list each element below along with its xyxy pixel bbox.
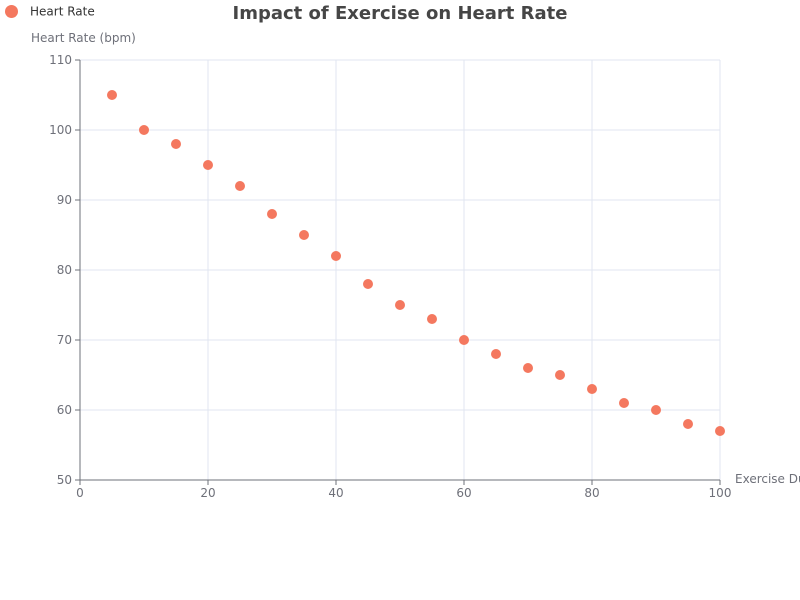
x-tick-label: 20 [200,486,215,500]
y-axis-label: Heart Rate (bpm) [31,31,136,45]
legend-marker-icon [5,5,18,18]
legend[interactable]: Heart Rate [5,5,95,19]
data-point[interactable] [555,370,565,380]
data-point[interactable] [651,405,661,415]
data-point[interactable] [459,335,469,345]
grid [80,59,721,480]
x-axis-label: Exercise Duration (minutes) [735,472,800,486]
y-tick-label: 50 [57,473,72,487]
data-point[interactable] [299,230,309,240]
data-point[interactable] [587,384,597,394]
data-point[interactable] [683,419,693,429]
y-tick-label: 60 [57,403,72,417]
data-point[interactable] [427,314,437,324]
data-point[interactable] [491,349,501,359]
data-point[interactable] [395,300,405,310]
y-tick-label: 100 [49,123,72,137]
data-point[interactable] [715,426,725,436]
data-point[interactable] [235,181,245,191]
y-tick-label: 110 [49,53,72,67]
legend-label: Heart Rate [30,5,95,19]
data-point[interactable] [331,251,341,261]
x-tick-label: 60 [456,486,471,500]
tick-labels: 50 60 70 80 90 100 110 0 20 40 60 80 100 [49,53,731,500]
data-points [107,90,725,436]
y-tick-label: 80 [57,263,72,277]
data-point[interactable] [107,90,117,100]
data-point[interactable] [523,363,533,373]
data-point[interactable] [203,160,213,170]
x-tick-label: 80 [584,486,599,500]
x-tick-label: 40 [328,486,343,500]
y-tick-label: 90 [57,193,72,207]
chart-title: Impact of Exercise on Heart Rate [233,3,568,24]
x-tick-label: 100 [709,486,732,500]
data-point[interactable] [171,139,181,149]
data-point[interactable] [619,398,629,408]
data-point[interactable] [363,279,373,289]
data-point[interactable] [267,209,277,219]
y-tick-label: 70 [57,333,72,347]
data-point[interactable] [139,125,149,135]
x-tick-label: 0 [76,486,84,500]
axes [75,59,721,485]
